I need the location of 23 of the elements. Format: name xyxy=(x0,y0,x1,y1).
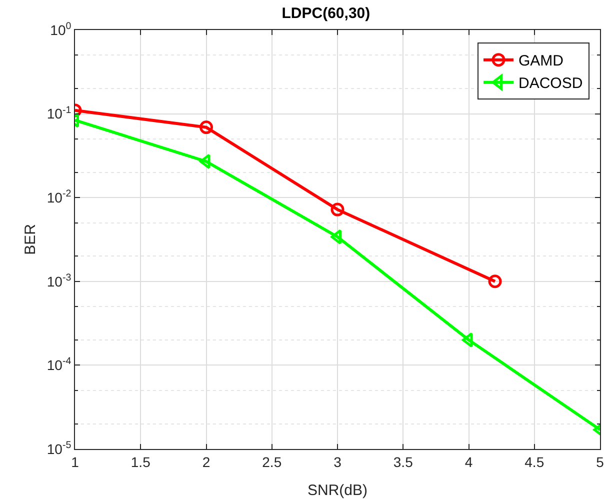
y-axis-title: BER xyxy=(22,224,39,255)
legend-label: DACOSD xyxy=(518,75,583,92)
point xyxy=(330,229,342,244)
x-tick-label: 4.5 xyxy=(524,454,544,470)
y-tick-label: 10$^{-3}$ xyxy=(46,272,72,290)
y-tick-label: 10$^{-4}$ xyxy=(46,356,72,374)
x-tick-label: 3 xyxy=(334,454,342,470)
x-tick-label: 2 xyxy=(202,454,210,470)
x-tick-label: 1 xyxy=(71,454,80,470)
x-tick-label: 4 xyxy=(464,454,473,470)
y-tick-label: 10$^{0}$ xyxy=(50,21,72,38)
x-tick-label: 1.5 xyxy=(130,454,151,470)
point xyxy=(330,202,344,216)
y-tick-label: 10$^{-2}$ xyxy=(46,188,72,206)
x-tick-label: 5 xyxy=(596,454,604,470)
point xyxy=(200,120,213,134)
x-tick-label: 2.5 xyxy=(262,454,282,470)
y-tick-label: 10$^{-5}$ xyxy=(46,440,72,457)
x-axis-title: SNR(dB) xyxy=(307,482,368,499)
chart-title: LDPC(60,30) xyxy=(282,4,370,22)
y-tick-label: 10$^{-1}$ xyxy=(46,104,72,122)
x-tick-label: 3.5 xyxy=(393,454,414,470)
legend-label: GAMD xyxy=(518,52,564,70)
